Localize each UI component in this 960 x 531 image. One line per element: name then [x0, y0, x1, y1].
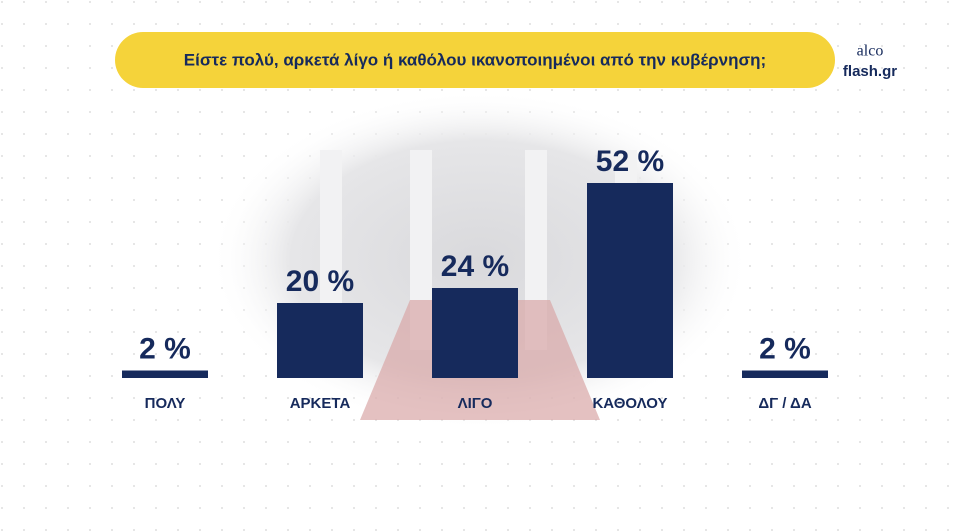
- title-pill: [115, 32, 835, 88]
- value-label: 20 %: [286, 265, 354, 298]
- chart-title: Είστε πολύ, αρκετά λίγο ή καθόλου ικανοπ…: [184, 50, 766, 69]
- bar: [122, 370, 208, 378]
- bar: [742, 370, 828, 378]
- logo-line: alco: [857, 43, 884, 60]
- x-tick-label: ΠΟΛΥ: [145, 395, 186, 412]
- bar: [432, 288, 518, 378]
- value-label: 52 %: [596, 145, 664, 178]
- x-tick-label: ΔΓ / ΔΑ: [758, 395, 812, 412]
- value-label: 2 %: [139, 333, 191, 366]
- value-label: 2 %: [759, 333, 811, 366]
- bar: [587, 183, 673, 378]
- x-tick-label: ΚΑΘΟΛΟΥ: [592, 395, 667, 412]
- logo-line: flash.gr: [843, 63, 897, 80]
- x-tick-label: ΑΡΚΕΤΑ: [290, 395, 351, 412]
- value-label: 24 %: [441, 250, 509, 283]
- x-tick-label: ΛΙΓΟ: [458, 395, 493, 412]
- bar: [277, 303, 363, 378]
